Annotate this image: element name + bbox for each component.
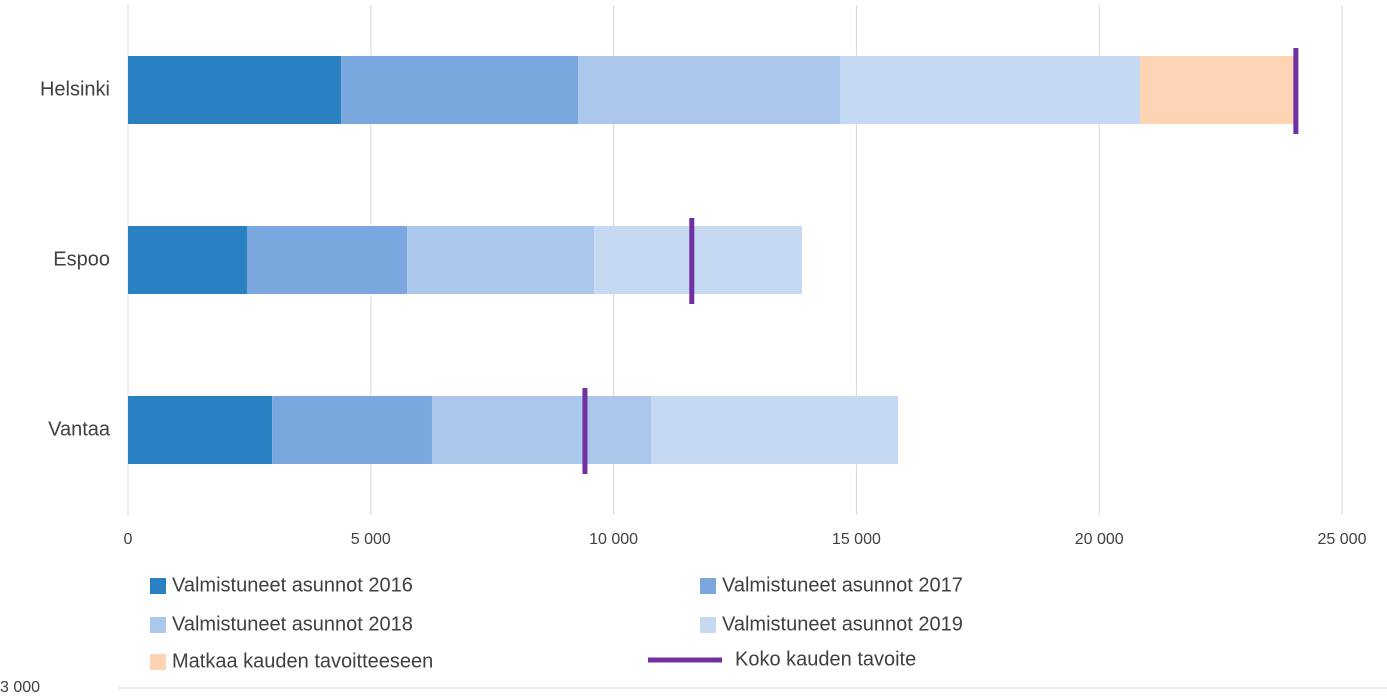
bar-segment bbox=[431, 396, 651, 464]
bar-segment bbox=[128, 396, 273, 464]
bar-segment bbox=[1139, 56, 1295, 124]
legend-label: Koko kauden tavoite bbox=[735, 648, 916, 670]
legend-label: Valmistuneet asunnot 2017 bbox=[722, 574, 963, 596]
x-tick-label: 15 000 bbox=[832, 531, 881, 548]
legend-swatch bbox=[150, 578, 166, 594]
bar-segment bbox=[650, 396, 899, 464]
bar-segment bbox=[128, 56, 342, 124]
y-tick-label: Helsinki bbox=[40, 78, 110, 100]
legend-swatch bbox=[150, 654, 166, 670]
bar-segment bbox=[840, 56, 1140, 124]
bar-segment bbox=[407, 226, 595, 294]
bar-segment bbox=[594, 226, 803, 294]
legend-label: Matkaa kauden tavoitteeseen bbox=[172, 650, 433, 672]
legend-swatch bbox=[700, 617, 716, 633]
legend-label: Valmistuneet asunnot 2018 bbox=[172, 613, 413, 635]
x-tick-label: 0 bbox=[124, 531, 133, 548]
y-tick-label: Vantaa bbox=[48, 418, 111, 440]
bar-segment bbox=[272, 396, 432, 464]
bar-segment bbox=[578, 56, 841, 124]
x-tick-label: 10 000 bbox=[589, 531, 638, 548]
bar-segment bbox=[341, 56, 579, 124]
x-tick-label: 5 000 bbox=[351, 531, 391, 548]
legend-label: Valmistuneet asunnot 2016 bbox=[172, 574, 413, 596]
legend-swatch bbox=[150, 617, 166, 633]
bar-segment bbox=[128, 226, 247, 294]
annotation: 3 000 bbox=[0, 679, 40, 696]
x-tick-label: 25 000 bbox=[1318, 531, 1367, 548]
legend-swatch bbox=[700, 578, 716, 594]
y-tick-label: Espoo bbox=[53, 248, 110, 270]
bar-segment bbox=[246, 226, 408, 294]
x-tick-label: 20 000 bbox=[1075, 531, 1124, 548]
legend-label: Valmistuneet asunnot 2019 bbox=[722, 613, 963, 635]
